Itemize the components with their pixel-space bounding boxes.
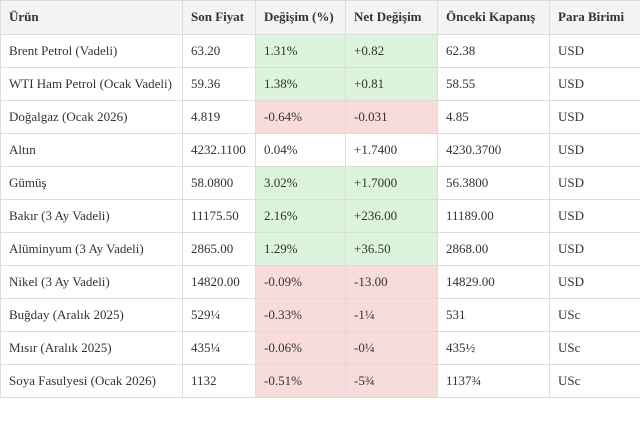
value-cell: -0¼ bbox=[345, 331, 438, 365]
value-cell: 4230.3700 bbox=[437, 133, 550, 167]
value-cell: 435½ bbox=[437, 331, 550, 365]
value-cell: USc bbox=[549, 298, 640, 332]
value-cell: +236.00 bbox=[345, 199, 438, 233]
value-cell: -0.06% bbox=[255, 331, 346, 365]
value-cell: 59.36 bbox=[182, 67, 256, 101]
value-cell: USD bbox=[549, 265, 640, 299]
product-cell: Alüminyum (3 Ay Vadeli) bbox=[0, 232, 183, 266]
value-cell: -0.031 bbox=[345, 100, 438, 134]
value-cell: +36.50 bbox=[345, 232, 438, 266]
product-cell: Soya Fasulyesi (Ocak 2026) bbox=[0, 364, 183, 398]
value-cell: 11175.50 bbox=[182, 199, 256, 233]
product-cell: Bakır (3 Ay Vadeli) bbox=[0, 199, 183, 233]
value-cell: USD bbox=[549, 100, 640, 134]
value-cell: USD bbox=[549, 34, 640, 68]
value-cell: USD bbox=[549, 199, 640, 233]
product-cell: Altın bbox=[0, 133, 183, 167]
product-cell: Gümüş bbox=[0, 166, 183, 200]
table-row: Altın 4232.1100 0.04% +1.7400 4230.3700 USD bbox=[0, 133, 640, 167]
value-cell: USD bbox=[549, 232, 640, 266]
value-cell: -13.00 bbox=[345, 265, 438, 299]
value-cell: 11189.00 bbox=[437, 199, 550, 233]
product-cell: WTI Ham Petrol (Ocak Vadeli) bbox=[0, 67, 183, 101]
table-row: Doğalgaz (Ocak 2026) 4.819 -0.64% -0.031 4.8… bbox=[0, 100, 640, 134]
product-cell: Mısır (Aralık 2025) bbox=[0, 331, 183, 365]
column-header: Ürün bbox=[0, 0, 183, 35]
product-cell: Brent Petrol (Vadeli) bbox=[0, 34, 183, 68]
table-row: WTI Ham Petrol (Ocak Vadeli) 59.36 1.38% +0… bbox=[0, 67, 640, 101]
column-header: Son Fiyat bbox=[182, 0, 256, 35]
value-cell: -5¾ bbox=[345, 364, 438, 398]
value-cell: 3.02% bbox=[255, 166, 346, 200]
value-cell: 4.85 bbox=[437, 100, 550, 134]
value-cell: 435¼ bbox=[182, 331, 256, 365]
value-cell: 1137¾ bbox=[437, 364, 550, 398]
value-cell: -0.64% bbox=[255, 100, 346, 134]
value-cell: -0.33% bbox=[255, 298, 346, 332]
value-cell: 14829.00 bbox=[437, 265, 550, 299]
value-cell: 4232.1100 bbox=[182, 133, 256, 167]
value-cell: +1.7400 bbox=[345, 133, 438, 167]
value-cell: +1.7000 bbox=[345, 166, 438, 200]
value-cell: USc bbox=[549, 364, 640, 398]
value-cell: 58.55 bbox=[437, 67, 550, 101]
column-header: Önceki Kapanış bbox=[437, 0, 550, 35]
table-row: Bakır (3 Ay Vadeli) 11175.50 2.16% +236.00 1… bbox=[0, 199, 640, 233]
value-cell: 2865.00 bbox=[182, 232, 256, 266]
table-row: Soya Fasulyesi (Ocak 2026) 1132 -0.51% -5¾ 1… bbox=[0, 364, 640, 398]
product-cell: Nikel (3 Ay Vadeli) bbox=[0, 265, 183, 299]
value-cell: +0.82 bbox=[345, 34, 438, 68]
value-cell: -0.09% bbox=[255, 265, 346, 299]
table-row: Brent Petrol (Vadeli) 63.20 1.31% +0.82 62.3… bbox=[0, 34, 640, 68]
value-cell: +0.81 bbox=[345, 67, 438, 101]
value-cell: 1.29% bbox=[255, 232, 346, 266]
value-cell: 62.38 bbox=[437, 34, 550, 68]
commodity-table: Ürün Son Fiyat Değişim (%) Net Değişim Öncek… bbox=[0, 0, 640, 398]
value-cell: USc bbox=[549, 331, 640, 365]
value-cell: 529¼ bbox=[182, 298, 256, 332]
column-header: Para Birimi bbox=[549, 0, 640, 35]
column-header: Net Değişim bbox=[345, 0, 438, 35]
table-row: Alüminyum (3 Ay Vadeli) 2865.00 1.29% +36.5… bbox=[0, 232, 640, 266]
table-body: Brent Petrol (Vadeli) 63.20 1.31% +0.82 62.3… bbox=[0, 34, 640, 398]
value-cell: 1132 bbox=[182, 364, 256, 398]
value-cell: 63.20 bbox=[182, 34, 256, 68]
value-cell: 58.0800 bbox=[182, 166, 256, 200]
value-cell: -1¼ bbox=[345, 298, 438, 332]
value-cell: 2.16% bbox=[255, 199, 346, 233]
value-cell: 14820.00 bbox=[182, 265, 256, 299]
value-cell: USD bbox=[549, 67, 640, 101]
table-header: Ürün Son Fiyat Değişim (%) Net Değişim Öncek… bbox=[0, 0, 640, 35]
product-cell: Buğday (Aralık 2025) bbox=[0, 298, 183, 332]
value-cell: 1.31% bbox=[255, 34, 346, 68]
column-header: Değişim (%) bbox=[255, 0, 346, 35]
header-row: Ürün Son Fiyat Değişim (%) Net Değişim Öncek… bbox=[0, 0, 640, 35]
value-cell: 531 bbox=[437, 298, 550, 332]
table-row: Nikel (3 Ay Vadeli) 14820.00 -0.09% -13.00 1… bbox=[0, 265, 640, 299]
table-row: Mısır (Aralık 2025) 435¼ -0.06% -0¼ 435½ USc bbox=[0, 331, 640, 365]
value-cell: 1.38% bbox=[255, 67, 346, 101]
value-cell: 56.3800 bbox=[437, 166, 550, 200]
value-cell: USD bbox=[549, 166, 640, 200]
value-cell: USD bbox=[549, 133, 640, 167]
table-row: Gümüş 58.0800 3.02% +1.7000 56.3800 USD bbox=[0, 166, 640, 200]
product-cell: Doğalgaz (Ocak 2026) bbox=[0, 100, 183, 134]
value-cell: 0.04% bbox=[255, 133, 346, 167]
value-cell: 2868.00 bbox=[437, 232, 550, 266]
table-row: Buğday (Aralık 2025) 529¼ -0.33% -1¼ 531 USc bbox=[0, 298, 640, 332]
value-cell: -0.51% bbox=[255, 364, 346, 398]
value-cell: 4.819 bbox=[182, 100, 256, 134]
